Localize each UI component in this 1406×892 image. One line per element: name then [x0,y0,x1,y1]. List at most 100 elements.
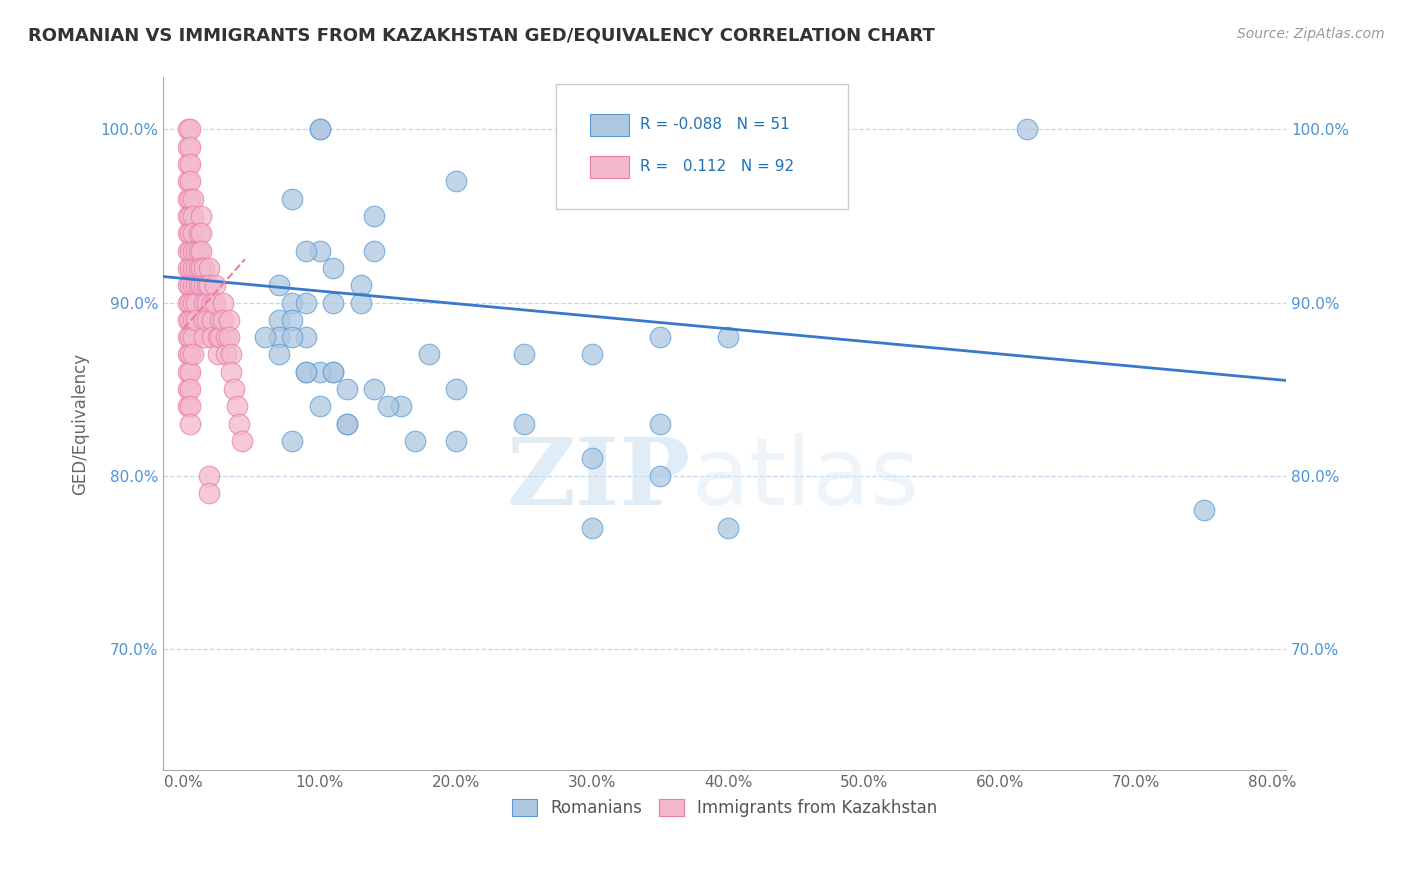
Point [349,295,371,310]
Point [404,434,426,448]
Point [190,278,212,293]
Point [181,192,204,206]
Point [198,468,221,483]
Point [349,278,371,293]
Point [717,330,740,344]
Point [363,244,385,258]
Point [295,365,318,379]
Point [193,330,215,344]
Point [308,122,330,136]
Point [295,330,318,344]
Point [1017,122,1039,136]
Point [207,330,229,344]
Point [179,209,201,223]
Point [190,244,212,258]
Point [363,209,385,223]
Point [184,295,207,310]
Point [648,417,671,431]
Text: Source: ZipAtlas.com: Source: ZipAtlas.com [1237,27,1385,41]
Point [444,434,467,448]
Point [212,295,235,310]
Point [377,400,399,414]
Point [225,400,247,414]
Point [308,365,330,379]
Point [295,244,318,258]
Point [212,313,235,327]
Point [181,278,204,293]
Point [322,365,344,379]
Point [336,382,359,396]
Point [295,365,318,379]
Point [581,347,603,361]
Point [581,451,603,466]
Point [184,260,207,275]
Point [179,330,201,344]
Point [254,330,277,344]
Point [177,295,200,310]
Point [181,295,204,310]
Point [177,313,200,327]
Point [308,400,330,414]
Point [179,365,201,379]
Point [179,227,201,241]
Point [179,244,201,258]
Point [267,313,290,327]
Point [181,330,204,344]
Point [179,400,201,414]
Legend: Romanians, Immigrants from Kazakhstan: Romanians, Immigrants from Kazakhstan [505,792,943,824]
Point [336,417,359,431]
Point [581,520,603,534]
Point [177,122,200,136]
Point [187,227,209,241]
Point [267,278,290,293]
Point [336,417,359,431]
Text: R = -0.088   N = 51: R = -0.088 N = 51 [640,117,790,132]
Point [177,278,200,293]
Point [190,260,212,275]
Point [281,330,304,344]
Point [195,278,218,293]
Point [308,244,330,258]
Point [179,382,201,396]
Point [322,260,344,275]
Point [177,157,200,171]
Point [193,260,215,275]
Point [177,139,200,153]
Point [204,278,226,293]
Text: atlas: atlas [690,434,920,525]
Point [190,227,212,241]
Point [218,330,240,344]
Point [198,486,221,500]
Point [198,278,221,293]
Point [444,382,467,396]
Point [209,313,232,327]
Point [231,434,253,448]
Text: ZIP: ZIP [506,434,690,524]
Point [219,365,242,379]
Point [179,417,201,431]
Point [204,295,226,310]
Point [179,260,201,275]
Point [181,313,204,327]
Point [228,417,250,431]
Point [181,227,204,241]
Point [177,174,200,188]
Point [177,400,200,414]
Point [219,347,242,361]
Point [181,209,204,223]
Point [187,278,209,293]
Point [177,365,200,379]
Text: ROMANIAN VS IMMIGRANTS FROM KAZAKHSTAN GED/EQUIVALENCY CORRELATION CHART: ROMANIAN VS IMMIGRANTS FROM KAZAKHSTAN G… [28,27,935,45]
Point [179,313,201,327]
Point [179,157,201,171]
Point [177,330,200,344]
Point [281,434,304,448]
Point [177,192,200,206]
FancyBboxPatch shape [591,156,628,178]
Point [322,365,344,379]
Point [184,313,207,327]
Point [177,260,200,275]
Point [179,295,201,310]
Point [207,347,229,361]
Point [444,174,467,188]
